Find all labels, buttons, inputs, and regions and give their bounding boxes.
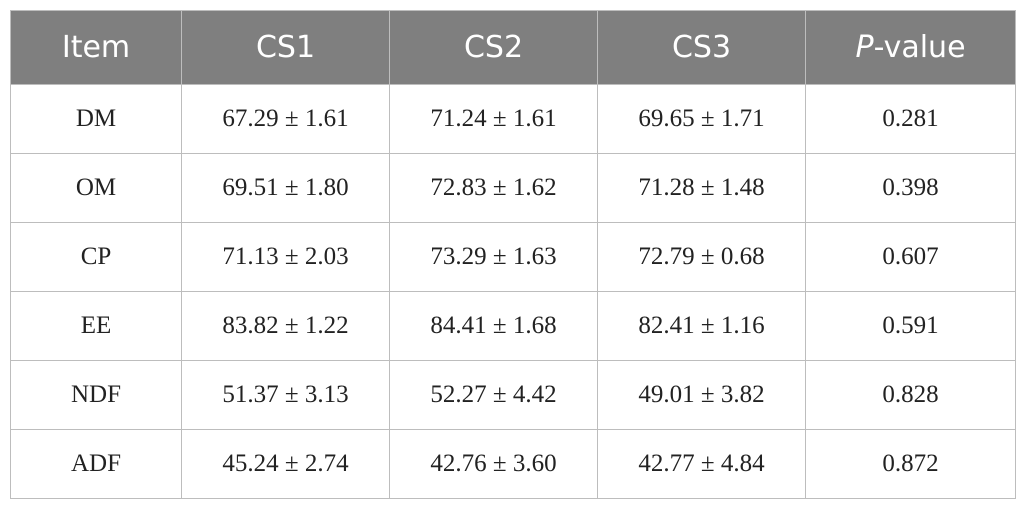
- table-cell: 71.28 ± 1.48: [597, 153, 806, 223]
- table-cell: 0.398: [805, 153, 1016, 223]
- row-label: CP: [10, 222, 182, 292]
- table-row: OM 69.51 ± 1.80 72.83 ± 1.62 71.28 ± 1.48 0.…: [10, 153, 1016, 223]
- table-cell: 0.828: [805, 360, 1016, 430]
- table-cell: 52.27 ± 4.42: [389, 360, 598, 430]
- table-cell: 0.281: [805, 84, 1016, 154]
- table-row: ADF 45.24 ± 2.74 42.76 ± 3.60 42.77 ± 4.84 0…: [10, 429, 1016, 499]
- table-cell: 0.872: [805, 429, 1016, 499]
- header-cell: CS1: [181, 10, 390, 85]
- row-label: EE: [10, 291, 182, 361]
- table-body: DM 67.29 ± 1.61 71.24 ± 1.61 69.65 ± 1.71 0.…: [10, 84, 1016, 499]
- table-cell: 0.591: [805, 291, 1016, 361]
- table-cell: 67.29 ± 1.61: [181, 84, 390, 154]
- table-cell: 84.41 ± 1.68: [389, 291, 598, 361]
- table-cell: 0.607: [805, 222, 1016, 292]
- table-cell: 73.29 ± 1.63: [389, 222, 598, 292]
- row-label: DM: [10, 84, 182, 154]
- table-cell: 42.77 ± 4.84: [597, 429, 806, 499]
- header-cell: P-value: [805, 10, 1016, 85]
- header-cell: CS2: [389, 10, 598, 85]
- table-cell: 72.83 ± 1.62: [389, 153, 598, 223]
- table-row: NDF 51.37 ± 3.13 52.27 ± 4.42 49.01 ± 3.82 0…: [10, 360, 1016, 430]
- table-cell: 71.24 ± 1.61: [389, 84, 598, 154]
- header-cell: Item: [10, 10, 182, 85]
- header-italic: P: [855, 30, 874, 65]
- table-row: EE 83.82 ± 1.22 84.41 ± 1.68 82.41 ± 1.16 0.…: [10, 291, 1016, 361]
- row-label: OM: [10, 153, 182, 223]
- row-label: ADF: [10, 429, 182, 499]
- table-cell: 82.41 ± 1.16: [597, 291, 806, 361]
- table-cell: 69.65 ± 1.71: [597, 84, 806, 154]
- table-cell: 51.37 ± 3.13: [181, 360, 390, 430]
- header-row: Item CS1 CS2 CS3 P-value: [10, 10, 1016, 85]
- table-cell: 83.82 ± 1.22: [181, 291, 390, 361]
- table-cell: 72.79 ± 0.68: [597, 222, 806, 292]
- row-label: NDF: [10, 360, 182, 430]
- data-table: Item CS1 CS2 CS3 P-value DM 67.29 ± 1.61 71.24…: [10, 10, 1016, 499]
- table-cell: 69.51 ± 1.80: [181, 153, 390, 223]
- table-cell: 42.76 ± 3.60: [389, 429, 598, 499]
- table-row: CP 71.13 ± 2.03 73.29 ± 1.63 72.79 ± 0.68 0.…: [10, 222, 1016, 292]
- table-row: DM 67.29 ± 1.61 71.24 ± 1.61 69.65 ± 1.71 0.…: [10, 84, 1016, 154]
- table-cell: 49.01 ± 3.82: [597, 360, 806, 430]
- header-cell: CS3: [597, 10, 806, 85]
- header-text: -value: [873, 30, 966, 65]
- table-cell: 71.13 ± 2.03: [181, 222, 390, 292]
- table-cell: 45.24 ± 2.74: [181, 429, 390, 499]
